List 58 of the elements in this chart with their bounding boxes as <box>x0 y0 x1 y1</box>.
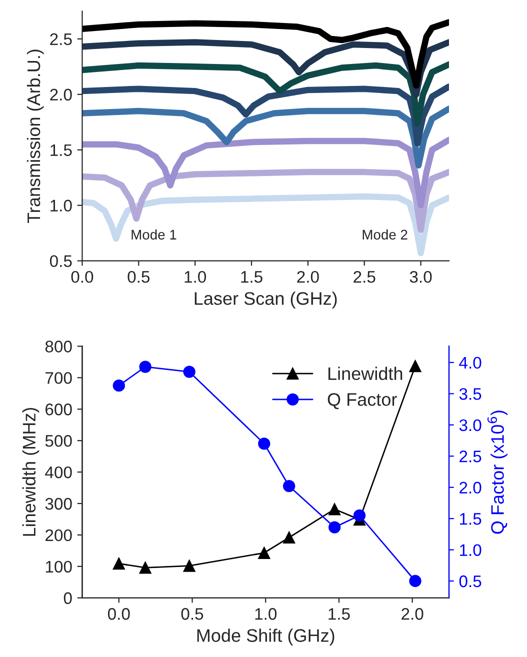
y-tick-label: 300 <box>45 498 72 510</box>
x-tick-label: 1.5 <box>241 271 262 283</box>
y-tick-label: 700 <box>46 372 72 384</box>
y-tick-label: 600 <box>46 404 72 416</box>
y-tick-label: 100 <box>46 560 72 573</box>
y-tick-label: 500 <box>45 435 72 447</box>
y2-tick-label: 1.5 <box>460 513 482 525</box>
y-tick-label: 0 <box>64 592 72 604</box>
point <box>283 480 296 492</box>
x-tick-label: 1.0 <box>184 270 206 283</box>
y2-tick-label: 3.0 <box>459 419 482 432</box>
y2-tick-label: 4.0 <box>459 356 482 369</box>
x-tick-label: 2.0 <box>297 270 319 283</box>
y-tick-label: 400 <box>45 466 72 478</box>
y-tick-label: 200 <box>46 529 72 542</box>
legend-label: Q Factor <box>328 393 397 410</box>
x-tick-label: 1.5 <box>328 608 350 620</box>
point <box>112 380 125 392</box>
y-tick-label: 1.5 <box>50 144 72 156</box>
point <box>139 360 152 373</box>
point <box>139 562 152 574</box>
y2-axis-title: Q Factor (x10$^{6}$) <box>487 410 508 534</box>
point <box>183 366 196 378</box>
y2-tick-label: 0.5 <box>459 575 482 588</box>
y2-tick-label: 3.5 <box>459 388 482 400</box>
point <box>283 531 296 544</box>
point <box>353 509 366 522</box>
point <box>112 558 125 570</box>
y-axis-title: Linewidth (MHz) <box>22 408 40 536</box>
y2-tick-label: 2.5 <box>460 450 482 462</box>
x-tick-label: 2.0 <box>402 608 424 620</box>
x-tick-label: 0.5 <box>181 608 204 620</box>
annotation: Mode 1 <box>132 229 176 240</box>
x-tick-label: 1.0 <box>255 608 277 620</box>
y-tick-label: 0.5 <box>50 255 72 268</box>
x-tick-label: 0.0 <box>108 608 130 620</box>
legend-label: Linewidth <box>328 366 402 380</box>
y-tick-label: 1.0 <box>50 200 72 212</box>
y2-tick-label: 2.0 <box>460 482 482 494</box>
point <box>183 560 196 572</box>
annotation: Mode 2 <box>362 229 408 240</box>
y-tick-label: 2.5 <box>50 33 72 46</box>
point <box>258 438 270 450</box>
y-tick-label: 800 <box>45 340 72 352</box>
x-axis-title: Laser Scan (GHz) <box>194 292 337 308</box>
point <box>328 503 341 516</box>
y-tick-label: 2.0 <box>50 88 72 101</box>
y2-tick-label: 1.0 <box>460 544 482 556</box>
x-tick-label: 0.5 <box>128 270 150 283</box>
x-tick-label: 2.5 <box>354 270 376 283</box>
x-axis-title: Mode Shift (GHz) <box>197 628 334 646</box>
x-tick-label: 0.0 <box>71 270 94 283</box>
point <box>328 521 341 534</box>
point <box>409 360 422 372</box>
point <box>258 546 270 559</box>
x-tick-label: 3.0 <box>410 270 432 283</box>
y-axis-title: Transmission (Arb.U.) <box>26 50 44 224</box>
point <box>409 574 422 588</box>
